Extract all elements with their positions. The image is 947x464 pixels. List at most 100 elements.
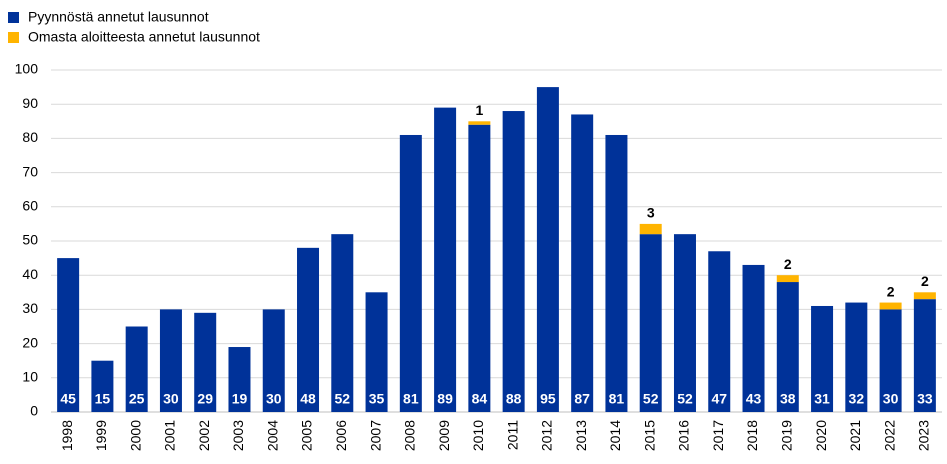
bar: [605, 134, 628, 413]
x-tick-label: 2002: [196, 420, 212, 451]
x-tick-label: 1998: [59, 420, 75, 451]
bar-label: 25: [129, 391, 145, 407]
bar: [365, 292, 388, 412]
bar: [297, 247, 320, 412]
bar-label: 30: [883, 391, 899, 407]
x-tick-label: 2004: [264, 420, 280, 451]
y-tick-label: 30: [22, 300, 38, 316]
bar-label: 15: [95, 391, 111, 407]
bar-label: 31: [814, 391, 830, 407]
bar: [639, 234, 662, 412]
bar-label: 2: [887, 283, 895, 299]
legend-swatch: [8, 32, 19, 43]
bar-label: 52: [643, 391, 659, 407]
legend-swatch: [8, 12, 19, 23]
bar-label: 2: [921, 273, 929, 289]
bar: [502, 111, 525, 412]
bar-label: 48: [300, 391, 316, 407]
x-tick-label: 2015: [641, 420, 657, 451]
legend-label: Omasta aloitteesta annetut lausunnot: [28, 29, 260, 45]
x-tick-label: 2017: [710, 420, 726, 451]
bar-label: 87: [574, 391, 590, 407]
bar-label: 19: [232, 391, 248, 407]
y-tick-label: 50: [22, 232, 38, 248]
bar: [228, 347, 251, 412]
y-tick-label: 70: [22, 163, 38, 179]
x-tick-label: 2000: [127, 420, 143, 451]
y-tick-label: 20: [22, 334, 38, 350]
x-tick-label: 2011: [504, 420, 520, 450]
bar: [776, 282, 799, 412]
bar: [811, 305, 834, 412]
bar-label: 52: [334, 391, 350, 407]
x-tick-label: 2013: [573, 420, 589, 451]
x-tick-label: 2022: [881, 420, 897, 451]
bar: [708, 251, 731, 412]
bar: [434, 107, 457, 413]
bar: [913, 292, 936, 300]
x-tick-label: 2021: [847, 420, 863, 451]
bar-label: 38: [780, 391, 796, 407]
bar-label: 2: [784, 256, 792, 272]
bar: [776, 275, 799, 283]
bar: [845, 302, 868, 412]
bar: [913, 299, 936, 412]
bar-label: 52: [677, 391, 693, 407]
x-tick-label: 2019: [778, 420, 794, 451]
bar-label: 32: [849, 391, 865, 407]
bar-label: 30: [163, 391, 179, 407]
y-tick-label: 0: [30, 403, 38, 419]
y-tick-label: 100: [15, 61, 39, 77]
x-tick-label: 2014: [607, 420, 623, 451]
y-tick-label: 40: [22, 266, 38, 282]
x-tick-label: 2005: [299, 420, 315, 451]
bar-label: 45: [60, 391, 76, 407]
x-tick-label: 2009: [436, 420, 452, 451]
bar-label: 3: [647, 205, 655, 221]
bar: [399, 134, 422, 413]
bar: [468, 124, 491, 412]
bar: [879, 302, 902, 310]
bar: [91, 360, 114, 412]
bar: [159, 309, 182, 412]
x-tick-label: 2016: [676, 420, 692, 451]
bar-label: 95: [540, 391, 556, 407]
x-tick-label: 2023: [916, 420, 932, 451]
bar-label: 81: [609, 391, 625, 407]
bar: [742, 264, 765, 412]
bar-label: 43: [746, 391, 762, 407]
bar-label: 84: [472, 391, 488, 407]
x-tick-label: 1999: [93, 420, 109, 451]
y-tick-label: 80: [22, 129, 38, 145]
bar: [262, 309, 285, 412]
y-tick-label: 10: [22, 369, 38, 385]
bar: [125, 326, 148, 412]
bar-label: 29: [197, 391, 213, 407]
bar: [639, 223, 662, 235]
bar: [194, 312, 217, 412]
bar: [673, 234, 696, 412]
x-tick-label: 2001: [162, 420, 178, 451]
bar: [879, 309, 902, 412]
bar-label: 88: [506, 391, 522, 407]
bar-label: 81: [403, 391, 419, 407]
x-tick-label: 2006: [333, 420, 349, 451]
bar-label: 30: [266, 391, 282, 407]
x-tick-label: 2007: [367, 420, 383, 451]
bar: [468, 121, 491, 125]
bar-label: 89: [437, 391, 453, 407]
x-tick-label: 2020: [813, 420, 829, 451]
bar-label: 33: [917, 391, 933, 407]
x-tick-label: 2018: [744, 420, 760, 451]
bar: [536, 87, 559, 412]
bar: [571, 114, 594, 413]
x-tick-label: 2003: [230, 420, 246, 451]
x-tick-label: 2012: [539, 420, 555, 451]
bar-label: 35: [369, 391, 385, 407]
bar: [57, 258, 80, 412]
x-tick-label: 2008: [402, 420, 418, 451]
bar-label: 1: [475, 102, 483, 118]
y-tick-label: 60: [22, 198, 38, 214]
legend-label: Pyynnöstä annetut lausunnot: [28, 9, 209, 25]
x-tick-label: 2010: [470, 420, 486, 451]
